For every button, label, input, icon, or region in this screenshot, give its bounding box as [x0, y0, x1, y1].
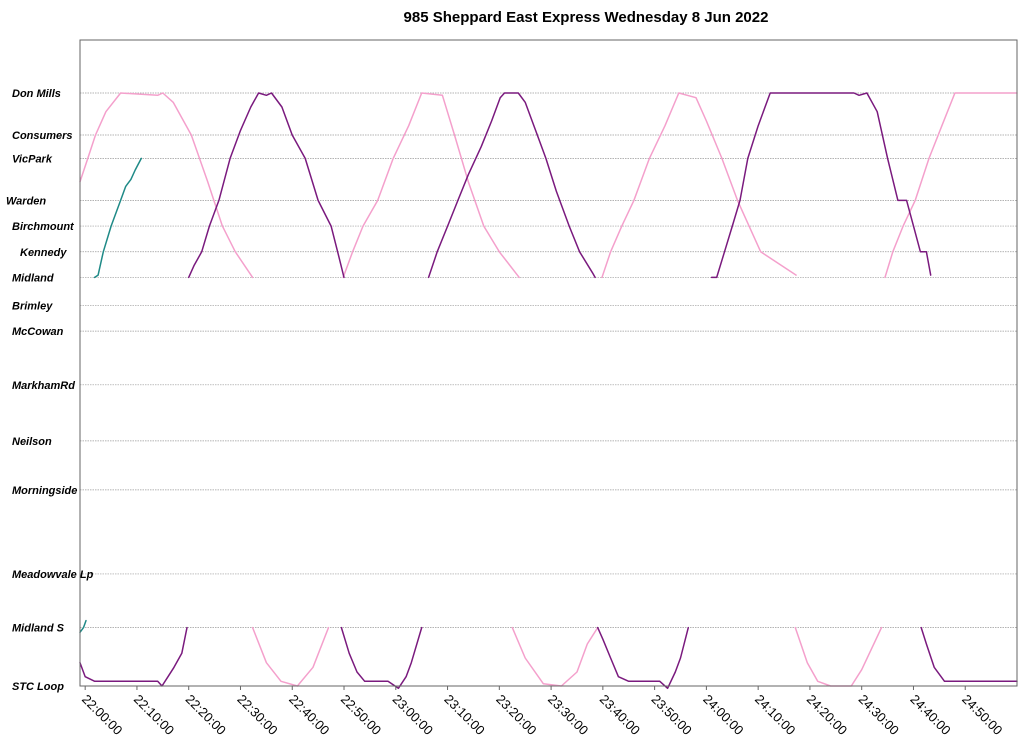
- stop-label: Brimley: [12, 300, 53, 312]
- time-tick-label: 24:40:00: [907, 692, 953, 738]
- time-tick-label: 23:40:00: [597, 692, 643, 738]
- time-tick-label: 24:00:00: [700, 692, 746, 738]
- stop-label: Kennedy: [20, 247, 67, 259]
- time-tick-label: 23:30:00: [545, 692, 591, 738]
- bus-trip-line: [710, 92, 932, 279]
- stop-label: Neilson: [12, 436, 52, 448]
- bus-trip-line: [884, 92, 1018, 279]
- stop-label: Midland: [12, 272, 54, 284]
- time-tick-label: 24:30:00: [856, 692, 902, 738]
- bus-trip-lines: [79, 92, 1018, 690]
- bus-trip-line: [251, 626, 330, 687]
- time-tick-label: 22:40:00: [286, 692, 332, 738]
- stop-label: Birchmount: [12, 221, 75, 233]
- stop-label: Consumers: [12, 130, 73, 142]
- bus-trip-line: [920, 626, 1018, 683]
- stop-label: Midland S: [12, 623, 65, 635]
- bus-trip-line: [187, 92, 345, 279]
- bus-trip-line: [79, 92, 254, 279]
- time-tick-label: 22:10:00: [131, 692, 177, 738]
- stop-gridlines: [80, 92, 1017, 687]
- time-tick-label: 22:20:00: [183, 692, 229, 738]
- bus-trip-line: [93, 157, 143, 279]
- time-tick-label: 23:20:00: [493, 692, 539, 738]
- bus-trip-line: [596, 626, 690, 690]
- bus-trip-line: [601, 92, 797, 279]
- time-tick-label: 24:50:00: [959, 692, 1005, 738]
- time-tick-label: 22:50:00: [338, 692, 384, 738]
- bus-trip-line: [340, 626, 423, 690]
- bus-trip-line: [79, 619, 87, 634]
- stop-label: STC Loop: [12, 681, 64, 693]
- time-tick-label: 22:00:00: [79, 692, 125, 738]
- plot-area-frame: [79, 39, 1018, 687]
- chart-title: 985 Sheppard East Express Wednesday 8 Ju…: [404, 9, 769, 26]
- bus-trip-line: [342, 92, 520, 279]
- bus-trip-line: [79, 626, 188, 687]
- stop-labels: Don Mills Consumers VicPark Warden Birchmoun…: [6, 88, 94, 693]
- bus-trip-line: [511, 626, 599, 687]
- time-tick-label: 23:10:00: [441, 692, 487, 738]
- stop-label: MarkhamRd: [12, 380, 75, 392]
- stop-label: Don Mills: [12, 88, 61, 100]
- stop-label: VicPark: [12, 153, 53, 165]
- time-tick-label: 24:20:00: [804, 692, 850, 738]
- stop-label: Meadowvale Lp: [12, 569, 94, 581]
- stop-label: McCowan: [12, 326, 64, 338]
- bus-trip-line: [794, 626, 883, 687]
- time-axis-ticks: 22:00:00 22:10:00 22:20:00 22:30:00 22:40:00…: [79, 686, 1006, 738]
- stop-label: Warden: [6, 195, 46, 207]
- time-tick-label: 22:30:00: [234, 692, 280, 738]
- time-tick-label: 23:00:00: [390, 692, 436, 738]
- time-tick-label: 23:50:00: [649, 692, 695, 738]
- stop-label: Morningside: [12, 485, 77, 497]
- time-tick-label: 24:10:00: [752, 692, 798, 738]
- bus-trip-line: [427, 92, 596, 279]
